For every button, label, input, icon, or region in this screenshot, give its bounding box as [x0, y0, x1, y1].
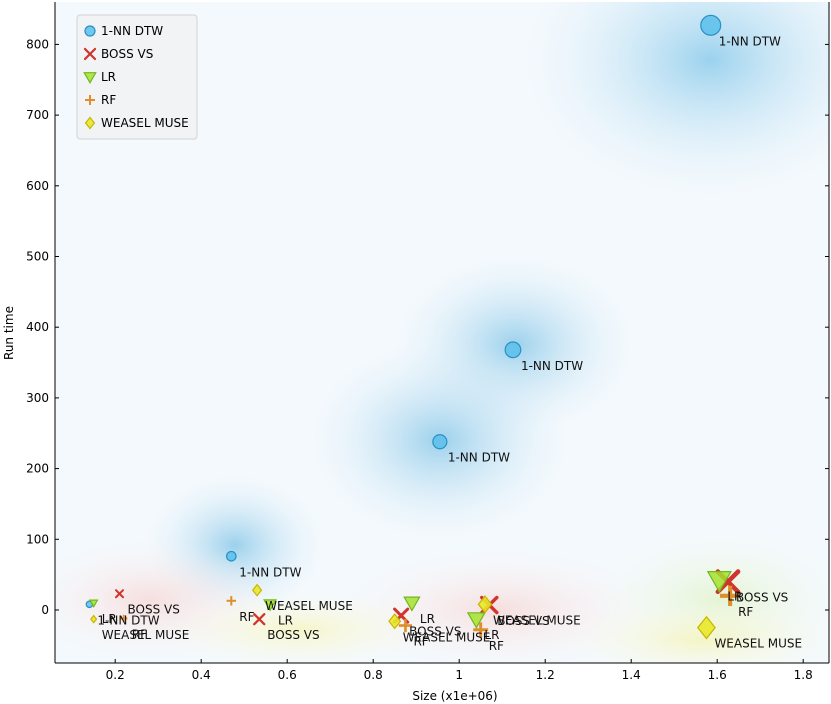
point-x	[253, 613, 266, 626]
point-circle	[225, 550, 237, 562]
legend-label: RF	[101, 93, 116, 107]
x-axis-ticks: 0.2 0.4 0.6 0.8 1 1.2 1.4 1.6 1.8	[106, 659, 813, 682]
x-tick-label: 0.4	[192, 668, 211, 682]
density-background	[55, 2, 829, 663]
point-label: RF	[413, 635, 428, 649]
point-label: WEASEL MUSE	[403, 630, 491, 644]
point-triangle	[263, 599, 277, 612]
legend-marker-x	[83, 47, 97, 61]
point-diamond	[388, 613, 402, 630]
point-labels: 1-NN DTW 1-NN DTW 1-NN DTW 1-NN DTW 1-NN DTW…	[97, 34, 802, 652]
point-label: WEASEL MUSE	[265, 599, 353, 613]
point-circle	[700, 14, 722, 36]
point-label: BOSS VS	[409, 625, 461, 639]
point-label: 1-NN DTW	[719, 34, 781, 48]
point-label: RF	[132, 627, 147, 641]
legend: 1-NN DTW BOSS VS LR RF WEASEL MUSE	[76, 14, 198, 140]
y-tick-label: 200	[26, 462, 49, 476]
point-label: RF	[738, 605, 753, 619]
x-tick-label: 0.8	[364, 668, 383, 682]
x-tick-label: 1.4	[622, 668, 641, 682]
x-axis-title: Size (x1e+06)	[412, 689, 497, 703]
y-tick-label: 600	[26, 179, 49, 193]
point-label: LR	[484, 628, 499, 642]
x-tick-label: 1	[455, 668, 463, 682]
point-label: RF	[239, 610, 254, 624]
point-label: WEASEL MUSE	[493, 613, 581, 627]
y-tick-label: 0	[41, 603, 49, 617]
point-label: WEASEL MUSE	[102, 628, 190, 642]
legend-marker-diamond	[84, 116, 96, 130]
legend-label: BOSS VS	[101, 47, 153, 61]
y-tick-label: 700	[26, 108, 49, 122]
y-tick-label: 100	[26, 532, 49, 546]
x-tick-label: 1.2	[536, 668, 555, 682]
point-plus	[473, 622, 489, 638]
legend-marker-plus	[85, 95, 95, 105]
point-label: LR	[420, 612, 435, 626]
point-label: WEASEL MUSE	[714, 637, 802, 651]
point-diamond	[90, 614, 98, 624]
point-triangle	[403, 596, 421, 612]
y-tick-label: 400	[26, 320, 49, 334]
point-label: BOSS VS	[267, 628, 319, 642]
point-label: RF	[489, 639, 504, 653]
point-circle	[432, 434, 448, 450]
point-diamond	[477, 595, 493, 614]
point-plus	[398, 618, 413, 633]
point-label: BOSS VS	[497, 614, 549, 628]
x-tick-label: 1.8	[794, 668, 813, 682]
axes-frame	[54, 2, 830, 664]
point-circle	[504, 341, 522, 359]
point-label: LR	[278, 613, 293, 627]
legend-marker-triangle	[83, 72, 97, 84]
point-diamond	[251, 583, 263, 597]
point-label: 1-NN DTW	[97, 613, 159, 627]
point-diamond	[696, 615, 716, 640]
point-label: 1-NN DTW	[521, 359, 583, 373]
x-tick-label: 0.6	[278, 668, 297, 682]
point-plus	[226, 596, 237, 606]
point-label: BOSS VS	[736, 591, 788, 605]
y-axis-ticks: 0 100 200 300 400 500 600 700 800	[26, 37, 829, 617]
legend-label: LR	[101, 70, 116, 84]
point-label: 1-NN DTW	[448, 451, 510, 465]
point-label: BOSS VS	[128, 603, 180, 617]
legend-label: 1-NN DTW	[101, 24, 163, 38]
legend-label: WEASEL MUSE	[101, 116, 189, 130]
x-tick-label: 1.6	[708, 668, 727, 682]
y-tick-label: 800	[26, 37, 49, 51]
point-triangle	[706, 571, 732, 594]
y-tick-label: 500	[26, 250, 49, 264]
point-label: 1-NN DTW	[239, 565, 301, 579]
point-plus	[719, 585, 741, 606]
point-triangle	[88, 599, 99, 608]
legend-marker-circle	[84, 25, 96, 37]
data-points	[85, 14, 741, 640]
point-triangle	[466, 612, 486, 629]
point-x	[114, 589, 125, 599]
point-label: LR	[102, 612, 117, 626]
x-tick-label: 0.2	[106, 668, 125, 682]
point-label: LR	[727, 589, 742, 603]
y-tick-label: 300	[26, 391, 49, 405]
point-plus	[120, 614, 128, 623]
y-axis-title: Run time	[2, 306, 16, 360]
